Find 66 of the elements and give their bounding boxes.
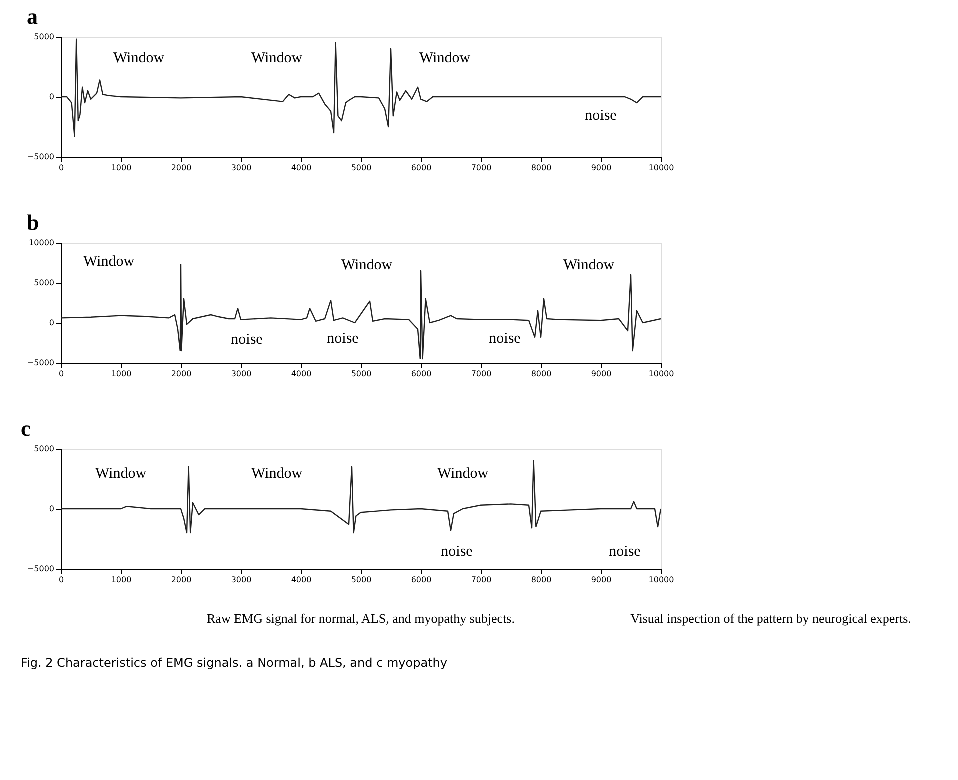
x-tick-label: 5000 bbox=[351, 370, 372, 378]
x-tick-label: 3000 bbox=[231, 370, 252, 378]
text: Raw EMG signal for normal, ALS, and myopathy subjects. bbox=[207, 611, 515, 626]
x-tick-label: 6000 bbox=[411, 576, 432, 584]
text: Visual inspection of the pattern by neurogical experts. bbox=[630, 611, 912, 626]
annotation: Window bbox=[251, 50, 303, 66]
chart-title: b bbox=[26, 210, 40, 235]
annotation: Window bbox=[419, 50, 471, 66]
x-tick-label: 1000 bbox=[111, 370, 132, 378]
x-tick-label: 6000 bbox=[411, 164, 432, 172]
y-tick-label: −5000 bbox=[27, 358, 54, 368]
x-tick-label: 4000 bbox=[291, 164, 312, 172]
x-tick-label: 2000 bbox=[171, 164, 192, 172]
y-tick-label: −5000 bbox=[27, 564, 54, 574]
annotation: Window bbox=[437, 466, 489, 482]
annotation: noise bbox=[489, 330, 522, 347]
x-tick-label: 7000 bbox=[471, 370, 492, 378]
annotation: Window bbox=[95, 466, 147, 482]
annotation: noise bbox=[441, 544, 474, 560]
x-tick-label: 4000 bbox=[291, 576, 312, 584]
x-tick-label: 7000 bbox=[471, 576, 492, 584]
x-tick-label: 3000 bbox=[231, 164, 252, 172]
x-tick-label: 1000 bbox=[111, 576, 132, 584]
y-tick-label: 0 bbox=[49, 504, 54, 514]
y-tick-label: 5000 bbox=[34, 32, 54, 42]
x-tick-label: 5000 bbox=[351, 576, 372, 584]
y-tick-label: 5000 bbox=[34, 444, 54, 454]
chart-title: a bbox=[26, 4, 38, 29]
x-tick-label: 8000 bbox=[531, 576, 552, 584]
x-tick-label: 3000 bbox=[231, 576, 252, 584]
x-tick-label: 0 bbox=[58, 576, 64, 584]
annotation: Window bbox=[113, 50, 165, 66]
x-tick-label: 2000 bbox=[171, 576, 192, 584]
annotation: Window bbox=[251, 466, 303, 482]
annotation: noise bbox=[585, 108, 618, 124]
x-tick-label: 10000 bbox=[648, 370, 674, 378]
x-tick-label: 9000 bbox=[591, 370, 612, 378]
y-tick-label: 0 bbox=[49, 318, 54, 328]
annotation: noise bbox=[231, 332, 264, 348]
x-tick-label: 0 bbox=[58, 164, 64, 172]
x-tick-label: 7000 bbox=[471, 164, 492, 172]
x-tick-label: 1000 bbox=[111, 164, 132, 172]
y-tick-label: 0 bbox=[49, 92, 54, 102]
x-tick-label: 10000 bbox=[648, 164, 674, 172]
x-tick-label: 4000 bbox=[291, 370, 312, 378]
chart-title: c bbox=[21, 416, 31, 441]
x-tick-label: 0 bbox=[58, 370, 64, 378]
line-series bbox=[60, 38, 662, 138]
caption: Fig. 2 Characteristics of EMG signals. a Normal, b ALS, and c myopathy bbox=[21, 656, 448, 670]
x-tick-label: 5000 bbox=[351, 164, 372, 172]
annotation: noise bbox=[327, 330, 360, 347]
y-tick-label: 5000 bbox=[34, 278, 54, 288]
x-tick-label: 9000 bbox=[591, 164, 612, 172]
annotation: Window bbox=[563, 258, 615, 274]
x-tick-label: 8000 bbox=[531, 164, 552, 172]
annotation: Window bbox=[341, 258, 393, 274]
line-series bbox=[60, 460, 662, 534]
y-tick-label: −5000 bbox=[27, 152, 54, 162]
y-tick-label: 10000 bbox=[29, 238, 54, 248]
x-tick-label: 10000 bbox=[648, 576, 674, 584]
annotation: noise bbox=[609, 544, 642, 560]
x-tick-label: 8000 bbox=[531, 370, 552, 378]
annotation: Window bbox=[83, 254, 135, 270]
x-tick-label: 6000 bbox=[411, 370, 432, 378]
x-tick-label: 9000 bbox=[591, 576, 612, 584]
x-tick-label: 2000 bbox=[171, 370, 192, 378]
